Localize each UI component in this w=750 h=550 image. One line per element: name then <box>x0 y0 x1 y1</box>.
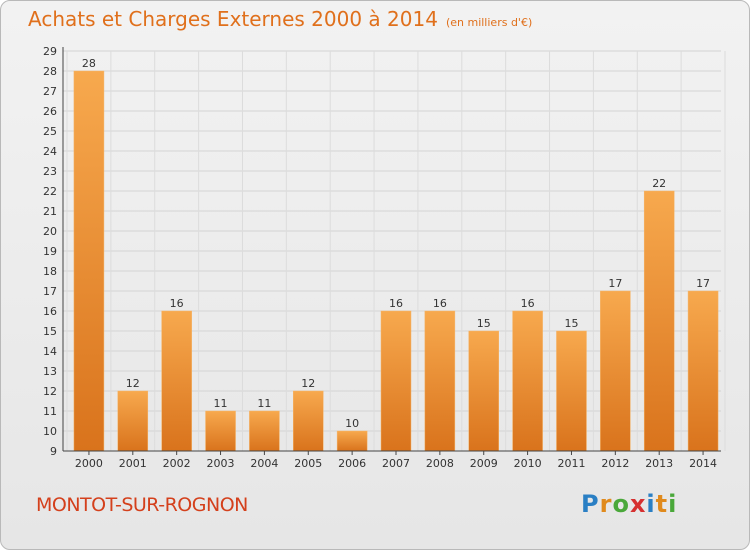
bar-value-label: 16 <box>433 297 447 310</box>
y-tick-label: 12 <box>43 385 57 398</box>
x-tick-label: 2003 <box>207 457 235 470</box>
bar-value-label: 10 <box>345 417 359 430</box>
x-tick-label: 2005 <box>294 457 322 470</box>
bar <box>687 290 719 452</box>
bar-value-label: 17 <box>608 277 622 290</box>
bar-value-label: 15 <box>564 317 578 330</box>
x-tick-label: 2014 <box>689 457 717 470</box>
logo-letter: o <box>612 490 630 518</box>
bar <box>205 410 236 452</box>
x-tick-label: 2013 <box>645 457 673 470</box>
y-tick-label: 16 <box>43 305 57 318</box>
bar <box>600 290 631 452</box>
bar-value-label: 22 <box>652 177 666 190</box>
y-tick-label: 22 <box>43 185 57 198</box>
bar-value-label: 28 <box>82 57 96 70</box>
logo-letter: i <box>668 490 678 518</box>
y-tick-label: 25 <box>43 125 57 138</box>
bar <box>468 330 499 452</box>
y-tick-label: 24 <box>43 145 57 158</box>
bar-value-label: 16 <box>389 297 403 310</box>
bar-value-label: 16 <box>521 297 535 310</box>
x-tick-label: 2010 <box>514 457 542 470</box>
y-tick-label: 10 <box>43 425 57 438</box>
y-tick-label: 21 <box>43 205 57 218</box>
x-tick-label: 2008 <box>426 457 454 470</box>
logo-letter: x <box>629 490 647 518</box>
y-tick-label: 23 <box>43 165 57 178</box>
y-tick-label: 20 <box>43 225 57 238</box>
bar-chart: 28 12 16 11 11 12 10 16 16 15 16 15 17 22 17 9 10 11 12 13… <box>43 45 726 470</box>
x-tick-label: 2002 <box>163 457 191 470</box>
bar <box>293 390 324 452</box>
bar <box>73 70 105 452</box>
proxiti-logo: Proxiti <box>581 490 677 518</box>
bar-value-label: 11 <box>257 397 271 410</box>
x-tick-label: 2011 <box>557 457 585 470</box>
logo-letter: i <box>646 490 656 518</box>
y-tick-label: 29 <box>43 45 57 58</box>
chart-title: Achats et Charges Externes 2000 à 2014 (e… <box>28 7 532 31</box>
y-tick-label: 26 <box>43 105 57 118</box>
bar-value-label: 15 <box>477 317 491 330</box>
y-tick-label: 13 <box>43 365 57 378</box>
bar <box>380 310 412 452</box>
y-tick-label: 19 <box>43 245 57 258</box>
logo-letter: t <box>655 490 669 518</box>
chart-title-text: Achats et Charges Externes 2000 à 2014 <box>28 7 438 31</box>
bars: 28 12 16 11 11 12 10 16 16 15 16 15 17 22 17 <box>73 57 719 452</box>
bar-value-label: 12 <box>126 377 140 390</box>
x-tick-label: 2001 <box>119 457 147 470</box>
x-tick-label: 2004 <box>250 457 278 470</box>
y-tick-label: 17 <box>43 285 57 298</box>
bar-value-label: 17 <box>696 277 710 290</box>
bar <box>512 310 543 452</box>
x-tick-label: 2009 <box>470 457 498 470</box>
bar <box>643 190 675 452</box>
logo-letter: P <box>581 490 600 518</box>
y-tick-label: 18 <box>43 265 57 278</box>
bar-value-label: 11 <box>214 397 228 410</box>
bar <box>117 390 149 452</box>
x-tick-label: 2012 <box>601 457 629 470</box>
y-tick-label: 28 <box>43 65 57 78</box>
chart-subtitle: (en milliers d'€) <box>445 16 533 29</box>
axes: 9101112131415161718192021222324252627282… <box>43 45 721 470</box>
bar <box>424 310 456 452</box>
bar <box>336 430 368 452</box>
y-tick-label: 9 <box>50 445 57 458</box>
logo-letter: r <box>599 490 613 518</box>
x-tick-label: 2006 <box>338 457 366 470</box>
y-tick-label: 15 <box>43 325 57 338</box>
bar <box>556 330 587 452</box>
commune-name: MONTOT-SUR-ROGNON <box>36 494 248 516</box>
y-tick-label: 11 <box>43 405 57 418</box>
x-tick-label: 2007 <box>382 457 410 470</box>
bar-value-label: 12 <box>301 377 315 390</box>
y-tick-label: 27 <box>43 85 57 98</box>
x-tick-label: 2000 <box>75 457 103 470</box>
y-tick-label: 14 <box>43 345 57 358</box>
bar <box>161 310 192 452</box>
bar-value-label: 16 <box>170 297 184 310</box>
bar <box>249 410 280 452</box>
